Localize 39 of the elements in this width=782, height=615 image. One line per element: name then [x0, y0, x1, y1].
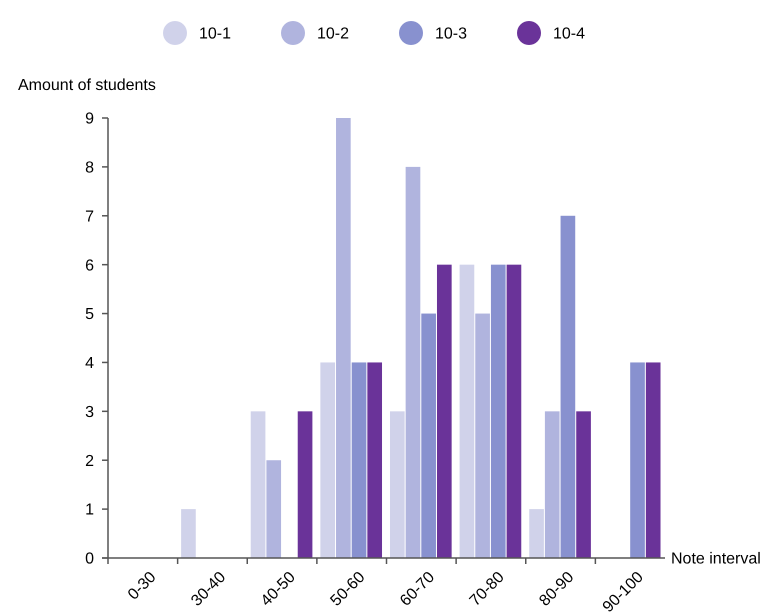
y-tick-label: 7: [85, 208, 94, 226]
y-tick-label: 5: [85, 306, 94, 324]
y-tick-label: 9: [85, 110, 94, 128]
bar: [506, 264, 522, 558]
y-tick-label: 6: [85, 257, 94, 274]
x-axis-title: Note interval: [671, 550, 761, 568]
bar: [181, 509, 196, 558]
bar: [250, 411, 266, 558]
bar: [560, 216, 576, 558]
bar: [544, 411, 560, 558]
bar: [390, 411, 405, 558]
bar: [475, 314, 490, 558]
bar: [367, 362, 382, 558]
bar: [576, 411, 591, 558]
legend-label: 10-2: [317, 26, 350, 43]
y-tick-label: 8: [85, 159, 94, 176]
y-tick-label: 2: [85, 452, 94, 470]
bar: [336, 118, 351, 558]
y-tick-label: 4: [85, 355, 94, 372]
bar: [490, 264, 506, 558]
bar: [460, 264, 474, 558]
bar: [436, 264, 452, 558]
x-tick-label: 0-30: [124, 568, 160, 604]
legend-label: 10-4: [553, 26, 586, 43]
y-tick-label: 0: [85, 550, 94, 568]
bar: [352, 362, 366, 558]
y-axis-title: Amount of students: [18, 77, 156, 94]
y-tick-label: 3: [85, 404, 94, 421]
y-tick-label: 1: [85, 502, 94, 519]
bar: [298, 411, 312, 558]
bar: [266, 460, 282, 558]
legend-label: 10-3: [435, 26, 468, 43]
bar: [630, 362, 645, 558]
bar: [320, 362, 336, 558]
bar: [421, 314, 436, 558]
bar: [646, 362, 661, 558]
legend-label: 10-1: [199, 26, 232, 43]
bar: [406, 166, 420, 558]
bar: [529, 509, 544, 558]
